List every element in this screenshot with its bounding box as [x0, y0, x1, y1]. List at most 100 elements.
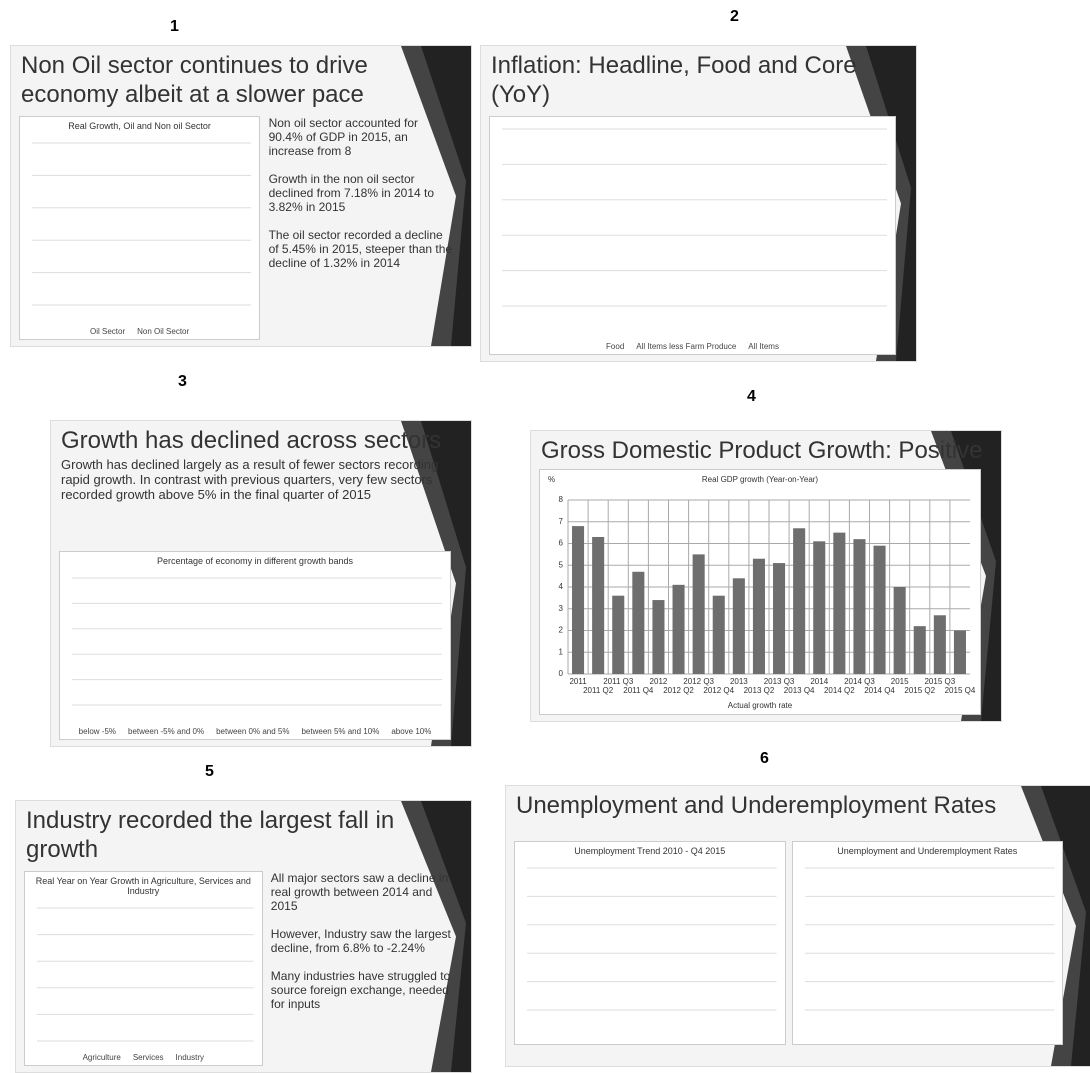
legend-entry: All Items	[748, 342, 779, 351]
chart-area: Real Growth, Oil and Non oil Sector Oil S…	[19, 116, 261, 340]
bar	[913, 626, 926, 674]
bar	[833, 532, 846, 674]
x-tick-label: 2013 Q3	[764, 677, 795, 686]
decoration	[846, 46, 916, 361]
slide: Unemployment and Underemployment Rates Un…	[505, 785, 1090, 1067]
bar	[572, 526, 585, 674]
legend-entry: below -5%	[78, 727, 117, 736]
legend: Agriculture Services Industry	[25, 1053, 262, 1062]
bar	[813, 541, 826, 674]
chart-area: Percentage of economy in different growt…	[59, 551, 451, 740]
bar	[672, 584, 685, 674]
chart-placeholder	[804, 867, 1054, 1011]
legend: Oil Sector Non Oil Sector	[20, 327, 259, 336]
bullet: Many industries have struggled to source…	[270, 969, 451, 1011]
decoration	[931, 431, 1001, 721]
slide: Non Oil sector continues to drive econom…	[10, 45, 472, 347]
x-tick-label: 2015	[891, 677, 909, 686]
chart-title: Real Growth, Oil and Non oil Sector	[68, 121, 211, 131]
slide-title: Inflation: Headline, Food and Core (YoY)	[491, 52, 857, 108]
panel-number: 1	[170, 18, 179, 35]
chart-placeholder	[527, 867, 777, 1011]
y-tick-label: 7	[559, 517, 564, 526]
bar	[933, 615, 946, 674]
chart-title: Percentage of economy in different growt…	[157, 556, 353, 566]
chart-title: Unemployment Trend 2010 - Q4 2015	[574, 846, 726, 856]
x-tick-label: 2014 Q2	[824, 686, 855, 695]
chart-title: Real Year on Year Growth in Agriculture,…	[35, 876, 251, 896]
x-tick-label: 2012	[650, 677, 668, 686]
bullet: Growth in the non oil sector declined fr…	[268, 172, 435, 214]
bullets: Non oil sector accounted for 90.4% of GD…	[269, 116, 453, 284]
legend-entry: Services	[132, 1053, 164, 1062]
slide: Inflation: Headline, Food and Core (YoY)…	[480, 45, 917, 362]
x-tick-label: 2015 Q3	[924, 677, 955, 686]
chart-placeholder	[502, 128, 887, 307]
legend-entry: Industry	[175, 1053, 204, 1062]
legend-entry: Oil Sector	[90, 327, 126, 336]
y-tick-label: 4	[559, 582, 564, 591]
chart-placeholder	[32, 142, 252, 306]
y-tick-label: 0	[559, 669, 564, 678]
slide-title: Non Oil sector continues to drive econom…	[21, 52, 368, 108]
legend: below -5% between -5% and 0% between 0% an…	[60, 727, 450, 736]
legend-entry: Agriculture	[82, 1053, 121, 1062]
y-tick-label: 2	[559, 626, 564, 635]
panel-number: 3	[178, 373, 187, 390]
x-tick-label: 2011	[569, 677, 587, 686]
slide: Industry recorded the largest fall in gr…	[15, 800, 472, 1073]
slide-title: Unemployment and Underemployment Rates	[516, 792, 997, 819]
y-tick-label: 3	[559, 604, 564, 613]
x-tick-label: 2013	[730, 677, 748, 686]
y-tick-label: 5	[559, 560, 564, 569]
y-tick-label: 1	[559, 647, 564, 656]
legend-entry: between 0% and 5%	[216, 727, 290, 736]
x-tick-label: 2015 Q4	[945, 686, 976, 695]
bar	[652, 600, 665, 674]
x-tick-label: 2013 Q2	[744, 686, 775, 695]
panel-number: 4	[747, 388, 756, 405]
decoration	[1021, 786, 1090, 1066]
bar	[873, 545, 886, 674]
bar	[612, 595, 625, 674]
chart-area: Unemployment Trend 2010 - Q4 2015	[514, 841, 786, 1045]
decoration	[401, 421, 471, 746]
bar	[632, 571, 645, 674]
slide: Gross Domestic Product Growth: Positive …	[530, 430, 1002, 722]
bar	[592, 536, 605, 674]
x-tick-label: 2011 Q4	[623, 686, 654, 695]
x-tick-label: 2012 Q2	[663, 686, 694, 695]
x-tick-label: 2014 Q3	[844, 677, 875, 686]
x-tick-label: 2012 Q3	[683, 677, 714, 686]
chart: Real GDP growth (Year-on-Year)% 0 1 2 3 4 5 6 7 8…	[548, 475, 976, 710]
chart-area: Real Year on Year Growth in Agriculture,…	[24, 871, 263, 1066]
bar	[953, 630, 966, 674]
bar	[893, 587, 906, 674]
bar	[853, 539, 866, 674]
chart-placeholder	[72, 577, 442, 706]
bullet: However, Industry saw the largest declin…	[270, 927, 451, 955]
bullet: All major sectors saw a decline in real …	[270, 871, 449, 913]
chart-title: Real GDP growth (Year-on-Year)	[702, 475, 819, 484]
slide: Growth has declined across sectors Growth…	[50, 420, 472, 747]
bar	[773, 563, 786, 674]
decoration	[401, 46, 471, 346]
chart-title: Unemployment and Underemployment Rates	[837, 846, 1018, 856]
x-tick-label: 2012 Q4	[703, 686, 734, 695]
x-tick-label: 2013 Q4	[784, 686, 815, 695]
bar	[752, 558, 765, 674]
legend-entry: between -5% and 0%	[128, 727, 205, 736]
bullet: Non oil sector accounted for 90.4% of GD…	[268, 116, 419, 158]
slide-title: Industry recorded the largest fall in gr…	[26, 807, 395, 863]
panel-number: 6	[760, 750, 769, 767]
bar	[692, 554, 705, 674]
y-tick-label: 8	[559, 495, 564, 504]
x-tick-label: 2015 Q2	[904, 686, 935, 695]
bar	[793, 528, 806, 674]
slide-text: Growth has declined largely as a result …	[61, 457, 439, 502]
chart-area: Unemployment and Underemployment Rates	[791, 841, 1063, 1045]
legend: Food All Items less Farm Produce All Items	[490, 342, 895, 351]
bullet: The oil sector recorded a decline of 5.4…	[268, 228, 453, 270]
legend-entry: Non Oil Sector	[137, 327, 190, 336]
